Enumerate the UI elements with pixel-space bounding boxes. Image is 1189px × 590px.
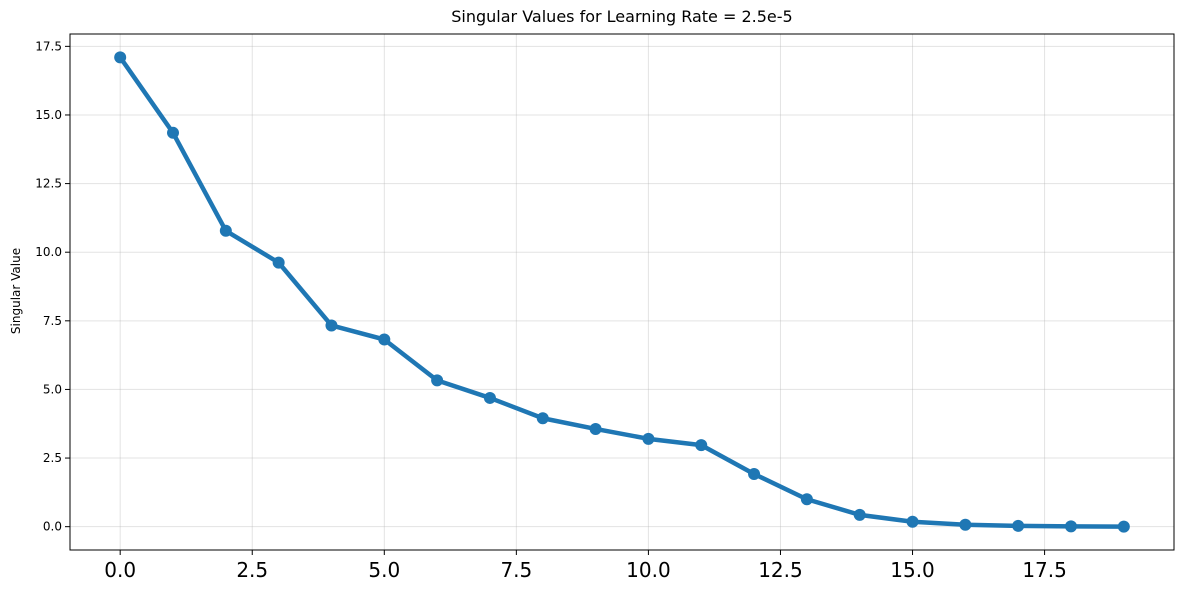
y-tick-label: 10.0 [35,245,62,259]
y-tick-label: 0.0 [43,520,62,534]
data-point [853,508,866,521]
data-point [642,432,655,445]
data-point [800,493,813,506]
x-tick-label: 5.0 [368,558,400,582]
series-line [117,55,1127,529]
x-tick-label: 0.0 [104,558,136,582]
plot-frame [69,33,1175,551]
x-tick-label: 17.5 [1022,558,1067,582]
chart-title: Singular Values for Learning Rate = 2.5e… [451,7,792,26]
data-point [219,224,232,237]
data-point [325,319,338,332]
x-tick-label: 2.5 [236,558,268,582]
data-point [959,518,972,531]
x-tick-label: 15.0 [890,558,935,582]
y-axis-label: Singular Value [9,248,23,334]
data-point [536,412,549,425]
axes: 0.0 2.5 5.0 7.5 10.0 12.5 15.0 17.5 0.0 2.5 5.0 7.5… [35,33,1175,582]
data-point [483,391,496,404]
y-tick-label: 12.5 [35,177,62,191]
x-tick-label: 7.5 [500,558,532,582]
y-tick-label: 7.5 [43,314,62,328]
y-tick-label: 15.0 [35,108,62,122]
y-tick-label: 5.0 [43,382,62,396]
x-tick-label: 12.5 [758,558,803,582]
data-point [589,422,602,435]
y-tick-label: 17.5 [35,39,62,53]
y-tick-label: 2.5 [43,451,62,465]
data-point [1012,519,1025,532]
data-point [748,467,761,480]
data-point [1064,520,1077,533]
data-point [167,126,180,139]
data-point [695,439,708,452]
data-point [272,256,285,269]
data-point [906,515,919,528]
series-layer [114,51,1130,533]
data-point [431,374,444,387]
data-point [1117,520,1130,533]
x-tick-label: 10.0 [626,558,671,582]
data-point [114,51,127,64]
grid [70,34,1174,550]
data-point [378,333,391,346]
